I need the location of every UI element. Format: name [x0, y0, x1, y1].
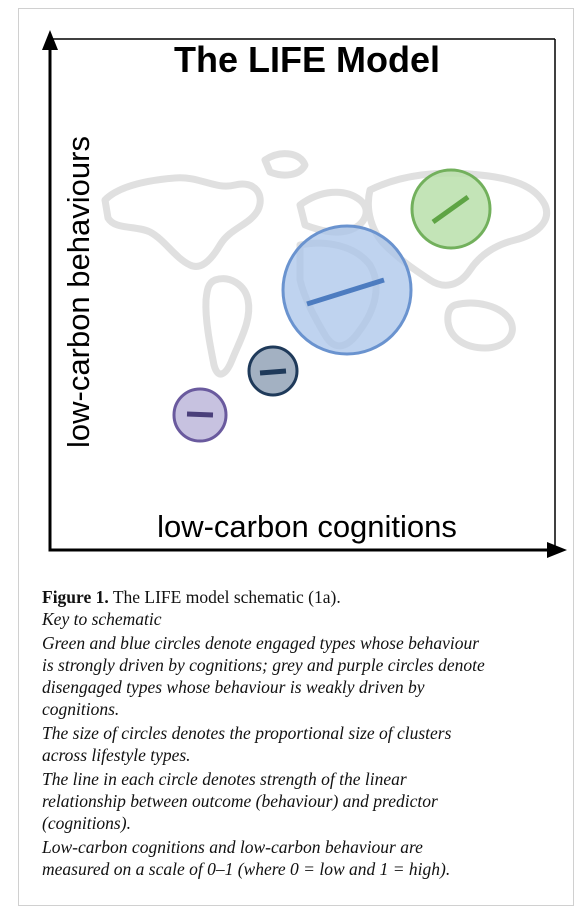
caption-line: Low-carbon cognitions and low-carbon beh… — [42, 837, 423, 857]
green-slope — [431, 194, 470, 225]
caption-line: Green and blue circles denote engaged ty… — [42, 633, 480, 653]
caption-first-line: Figure 1. The LIFE model schematic (1a). — [42, 586, 572, 608]
axes — [48, 38, 556, 552]
caption: Figure 1. The LIFE model schematic (1a).… — [42, 586, 572, 880]
key-paragraph: Low-carbon cognitions and low-carbon beh… — [42, 836, 572, 880]
cluster-circles — [172, 168, 492, 443]
schematic: The LIFE Model low-carbon behaviours low… — [42, 30, 567, 558]
caption-line: disengaged types whose behaviour is weak… — [42, 677, 425, 697]
x-arrowhead — [547, 542, 567, 558]
caption-line: relationship between outcome (behaviour)… — [42, 791, 438, 811]
key-paragraphs: Green and blue circles denote engaged ty… — [42, 632, 572, 880]
blue-slope — [306, 277, 385, 307]
navy-slope — [259, 368, 287, 376]
figure-frame — [18, 8, 574, 906]
caption-line: is strongly driven by cognitions; grey a… — [42, 655, 485, 675]
caption-line: The line in each circle denotes strength… — [42, 769, 407, 789]
key-paragraph: Green and blue circles denote engaged ty… — [42, 632, 572, 720]
y-axis-label: low-carbon behaviours — [61, 136, 96, 448]
caption-line: cognitions. — [42, 699, 120, 719]
key-heading: Key to schematic — [42, 609, 162, 629]
x-axis-label: low-carbon cognitions — [157, 509, 457, 544]
y-arrowhead — [42, 30, 58, 50]
schematic-title: The LIFE Model — [174, 39, 440, 80]
caption-line: The size of circles denotes the proporti… — [42, 723, 452, 743]
caption-text: The LIFE model schematic (1a). — [108, 587, 341, 607]
key-paragraph: The line in each circle denotes strength… — [42, 768, 572, 834]
caption-line: measured on a scale of 0–1 (where 0 = lo… — [42, 859, 451, 879]
key-paragraph: The size of circles denotes the proporti… — [42, 722, 572, 766]
caption-line: across lifestyle types. — [42, 745, 191, 765]
caption-line: (cognitions). — [42, 813, 131, 833]
figure-label: Figure 1. — [42, 587, 109, 607]
purple-slope — [186, 411, 214, 418]
